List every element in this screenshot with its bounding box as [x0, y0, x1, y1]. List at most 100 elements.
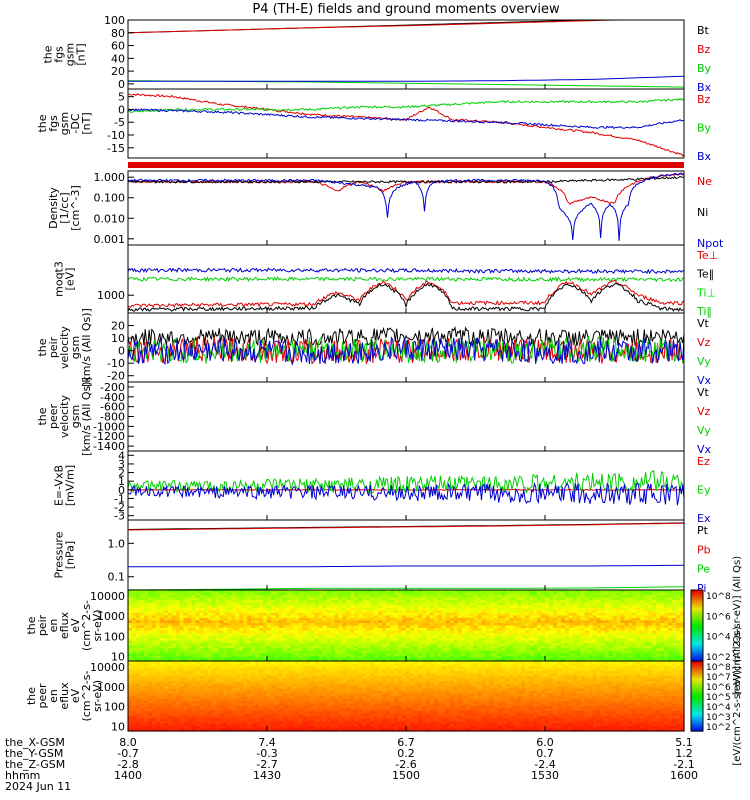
spectrogram-cell: [366, 653, 371, 657]
spectrogram-cell: [457, 625, 463, 629]
spectrogram-cell: [425, 663, 431, 667]
spectrogram-cell: [505, 592, 510, 596]
spectrogram-cell: [147, 645, 153, 649]
spectrogram-cell: [278, 602, 284, 606]
spectrogram-cell: [167, 620, 173, 624]
spectrogram-cell: [676, 671, 681, 675]
spectrogram-cell: [493, 643, 498, 647]
spectrogram-cell: [425, 617, 431, 621]
spectrogram-cell: [151, 668, 157, 672]
spectrogram-cell: [362, 666, 367, 670]
spectrogram-cell: [628, 600, 633, 604]
spectrogram-cell: [576, 645, 582, 649]
spectrogram-cell: [151, 643, 157, 647]
spectrogram-cell: [505, 643, 510, 647]
spectrogram-cell: [215, 661, 220, 665]
spectrogram-cell: [390, 661, 395, 665]
spectrogram-cell: [660, 671, 665, 675]
spectrogram-cell: [318, 625, 324, 629]
y-tick-label: -20: [107, 370, 125, 383]
spectrogram-cell: [556, 615, 562, 619]
spectrogram-cell: [231, 648, 236, 652]
spectrogram-cell: [394, 597, 399, 601]
spectrogram-cell: [632, 630, 637, 634]
spectrogram-cell: [596, 655, 602, 659]
spectrogram-cell: [417, 592, 423, 596]
spectrogram-cell: [211, 620, 216, 624]
spectrogram-cell: [620, 630, 626, 634]
spectrogram-cell: [660, 620, 665, 624]
spectrogram-cell: [429, 590, 435, 594]
spectrogram-cell: [410, 633, 415, 637]
spectrogram-cell: [513, 666, 518, 670]
spectrogram-cell: [556, 610, 562, 614]
spectrogram-cell: [318, 643, 324, 647]
spectrogram-cell: [151, 605, 157, 609]
spectrogram-cell: [366, 645, 371, 649]
spectrogram-cell: [195, 671, 201, 675]
spectrogram-cell: [167, 630, 173, 634]
spectrogram-cell: [286, 633, 292, 637]
spectrogram-cell: [147, 673, 153, 677]
spectrogram-cell: [477, 666, 483, 670]
spectrogram-cell: [326, 653, 332, 657]
spectrogram-cell: [632, 645, 637, 649]
spectrogram-cell: [147, 602, 153, 606]
spectrogram-cell: [461, 597, 467, 601]
spectrogram-cell: [421, 663, 427, 667]
spectrogram-cell: [143, 620, 149, 624]
spectrogram-cell: [378, 633, 383, 637]
spectrogram-cell: [445, 645, 451, 649]
spectrogram-cell: [271, 663, 276, 667]
spectrogram-cell: [370, 600, 375, 604]
spectrogram-cell: [612, 623, 618, 627]
spectrogram-cell: [223, 630, 228, 634]
spectrogram-cell: [489, 645, 494, 649]
spectrogram-cell: [521, 610, 526, 614]
spectrogram-cell: [608, 620, 614, 624]
spectrogram-cell: [286, 645, 292, 649]
spectrogram-cell: [449, 640, 455, 644]
spectrogram-cell: [350, 628, 355, 632]
spectrogram-cell: [517, 668, 522, 672]
spectrogram-cell: [259, 600, 264, 604]
spectrogram-cell: [227, 643, 232, 647]
spectrogram-cell: [251, 668, 256, 672]
spectrogram-cell: [648, 645, 653, 649]
spectrogram-cell: [441, 658, 447, 662]
spectrogram-cell: [473, 666, 479, 670]
spectrogram-cell: [429, 655, 435, 659]
spectrogram-cell: [132, 650, 137, 654]
spectrogram-cell: [616, 653, 622, 657]
spectrogram-cell: [247, 650, 252, 654]
spectrogram-cell: [465, 635, 471, 639]
spectrogram-cell: [398, 630, 403, 634]
spectrogram-cell: [294, 628, 300, 632]
spectrogram-cell: [501, 607, 506, 611]
spectrogram-cell: [556, 597, 562, 601]
spectrogram-cell: [175, 628, 181, 632]
spectrogram-cell: [183, 623, 189, 627]
spectrogram-cell: [417, 623, 423, 627]
spectrogram-cell: [342, 658, 348, 662]
spectrogram-cell: [278, 650, 284, 654]
spectrogram-cell: [167, 648, 173, 652]
spectrogram-cell: [382, 592, 387, 596]
spectrogram-cell: [171, 635, 177, 639]
spectrogram-cell: [259, 638, 264, 642]
spectrogram-cell: [139, 610, 145, 614]
spectrogram-cell: [338, 620, 344, 624]
spectrogram-cell: [545, 600, 550, 604]
spectrogram-cell: [588, 595, 594, 599]
spectrogram-cell: [163, 645, 169, 649]
spectrogram-cell: [664, 595, 669, 599]
spectrogram-cell: [433, 607, 439, 611]
spectrogram-cell: [465, 648, 471, 652]
spectrogram-cell: [294, 600, 300, 604]
spectrogram-cell: [175, 673, 181, 677]
spectrogram-cell: [676, 625, 681, 629]
series-line-Ex: [127, 482, 685, 506]
spectrogram-cell: [259, 640, 264, 644]
spectrogram-cell: [529, 635, 534, 639]
spectrogram-cell: [378, 625, 383, 629]
